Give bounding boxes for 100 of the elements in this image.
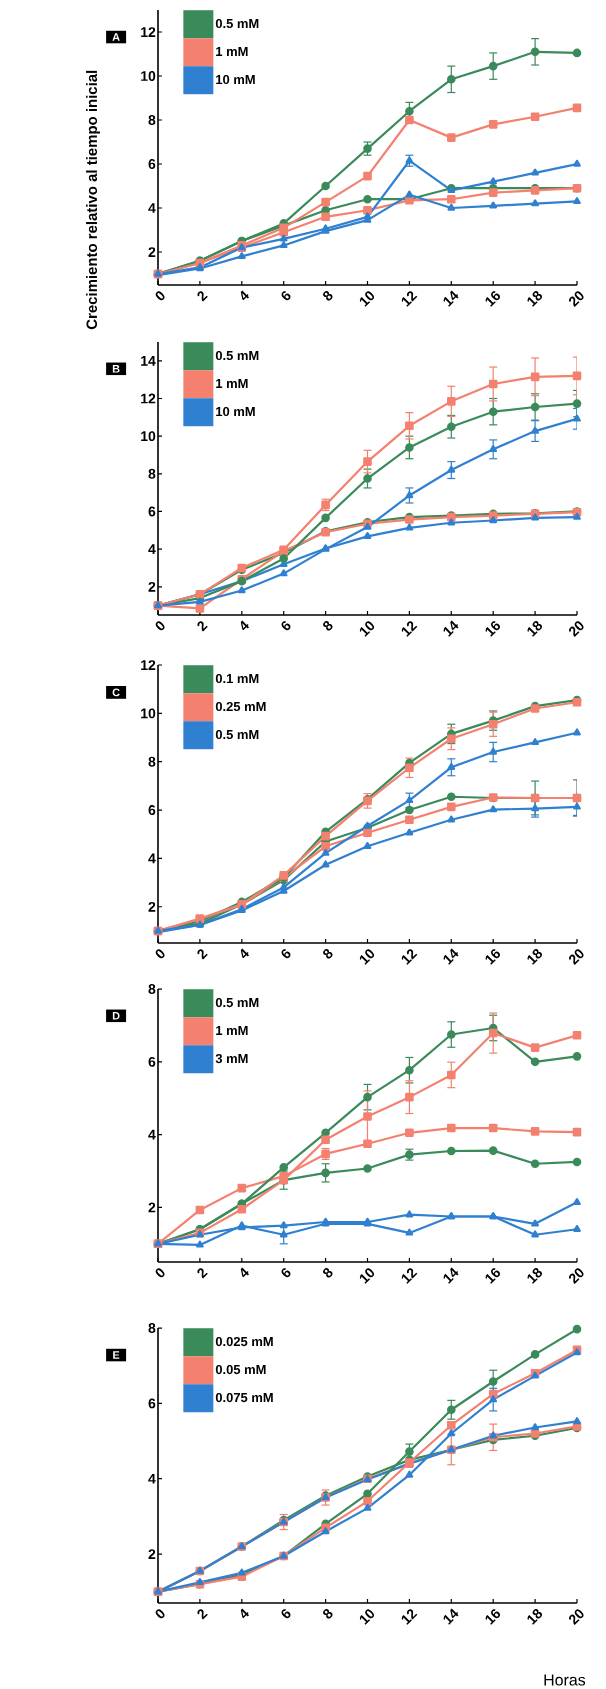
x-tick-label: 2: [197, 621, 208, 632]
y-tick-label: 6: [148, 805, 156, 816]
x-tick-label: 14: [443, 1608, 459, 1625]
y-tick-label: 8: [148, 468, 156, 479]
legend-label: 0.075 mM: [215, 1392, 273, 1403]
y-tick-label: 10: [141, 71, 156, 81]
x-tick-label: 6: [281, 621, 291, 631]
x-tick-label: 10: [359, 291, 375, 307]
legend-label: 10 mM: [216, 406, 255, 417]
y-tick-label: 4: [148, 544, 156, 554]
text: B: [112, 365, 120, 373]
y-tick-label: 8: [148, 1323, 156, 1333]
x-tick-label: 18: [527, 949, 543, 965]
legend-label: 10 mM: [216, 74, 255, 85]
x-tick-label: 6: [281, 291, 291, 301]
x-tick-label: 12: [401, 1609, 418, 1625]
x-tick-label: 14: [443, 948, 459, 965]
x-tick-label: 18: [527, 1609, 543, 1625]
x-tick-label: 18: [527, 621, 543, 637]
x-tick-label: 4: [240, 1267, 250, 1278]
legend-label: 3 mM: [215, 1053, 248, 1064]
x-tick-label: 16: [485, 949, 500, 965]
legend-label: 0.5 mM: [215, 18, 259, 29]
x-tick-label: 2: [197, 1268, 208, 1279]
x-tick-label: 12: [401, 949, 418, 965]
x-tick-label: 8: [323, 1609, 333, 1619]
x-tick-label: 14: [443, 1267, 459, 1284]
text: A: [112, 33, 120, 41]
x-tick-label: 14: [443, 290, 459, 307]
x-tick-label: 12: [401, 1268, 418, 1284]
x-tick-label: 16: [485, 1609, 500, 1625]
x-tick-label: 20: [569, 291, 584, 308]
y-tick-label: 6: [148, 1398, 156, 1409]
x-tick-label: 8: [323, 949, 333, 959]
y-tick-label: 6: [148, 1056, 156, 1067]
x-tick-label: 8: [323, 291, 333, 301]
x-tick-label: 10: [359, 1268, 375, 1284]
y-axis-title: Crecimiento relativo al tiempo inicial: [86, 70, 100, 330]
x-tick-label: 12: [401, 291, 418, 307]
legend-label: 0.025 mM: [215, 1336, 273, 1347]
x-tick-label: 10: [359, 621, 375, 637]
x-tick-label: 20: [569, 1268, 584, 1285]
x-tick-label: 4: [240, 948, 250, 959]
legend-label: 0.1 mM: [215, 673, 259, 684]
text: E: [113, 1351, 120, 1359]
x-tick-label: 20: [569, 949, 584, 966]
x-tick-label: 12: [401, 621, 418, 637]
x-tick-label: 18: [527, 1268, 543, 1284]
y-tick-label: 2: [148, 1549, 156, 1559]
x-tick-label: 16: [485, 621, 500, 637]
y-tick-label: 4: [148, 203, 156, 213]
x-tick-label: 20: [569, 621, 584, 638]
y-tick-label: 4: [148, 1129, 156, 1140]
x-tick-label: 10: [359, 949, 375, 965]
legend-label: 1 mM: [216, 47, 248, 56]
y-tick-label: 12: [141, 393, 156, 404]
x-tick-label: 2: [197, 291, 208, 302]
y-tick-label: 8: [148, 984, 156, 994]
y-tick-label: 10: [141, 708, 156, 719]
y-tick-label: 2: [148, 247, 156, 257]
y-tick-label: 10: [141, 431, 156, 442]
x-tick-label: 2: [197, 1609, 208, 1620]
y-tick-label: 14: [141, 356, 156, 366]
y-tick-label: 2: [148, 901, 156, 912]
y-tick-label: 6: [148, 506, 156, 517]
legend-label: 0.5 mM: [215, 350, 259, 361]
x-tick-label: 0: [155, 1609, 165, 1619]
x-tick-label: 6: [281, 1268, 291, 1278]
x-tick-label: 2: [197, 949, 208, 960]
x-tick-label: 18: [527, 291, 543, 307]
y-tick-label: 8: [148, 756, 156, 767]
x-tick-label: 16: [485, 1268, 500, 1284]
legend-label: 0.5 mM: [215, 729, 259, 740]
x-tick-label: 4: [240, 290, 250, 301]
text: C: [112, 688, 120, 697]
legend-label: 0.25 mM: [215, 701, 266, 712]
x-tick-label: 20: [569, 1609, 584, 1626]
x-tick-label: 10: [359, 1609, 375, 1625]
y-tick-label: 6: [148, 159, 156, 169]
y-tick-label: 4: [148, 1473, 156, 1484]
x-tick-label: 16: [485, 291, 500, 307]
x-tick-label: 4: [240, 1608, 250, 1619]
x-tick-label: 8: [323, 621, 333, 631]
x-tick-label: 6: [281, 949, 291, 959]
x-tick-label: 0: [155, 1268, 165, 1278]
x-tick-label: 6: [281, 1609, 291, 1619]
y-tick-label: 8: [148, 115, 156, 125]
legend-label: 1 mM: [216, 379, 248, 388]
legend-label: 0.5 mM: [215, 997, 259, 1008]
y-tick-label: 12: [141, 660, 156, 670]
x-tick-label: 0: [155, 949, 165, 959]
y-tick-label: 2: [148, 581, 156, 592]
x-tick-label: 8: [323, 1268, 333, 1278]
y-tick-label: 12: [141, 27, 156, 37]
legend-label: 0.05 mM: [215, 1364, 266, 1375]
x-axis-title: Horas: [544, 1674, 586, 1686]
y-tick-label: 2: [148, 1202, 156, 1213]
text: D: [112, 1012, 120, 1020]
y-tick-label: 4: [148, 853, 156, 864]
x-tick-label: 14: [443, 620, 459, 637]
